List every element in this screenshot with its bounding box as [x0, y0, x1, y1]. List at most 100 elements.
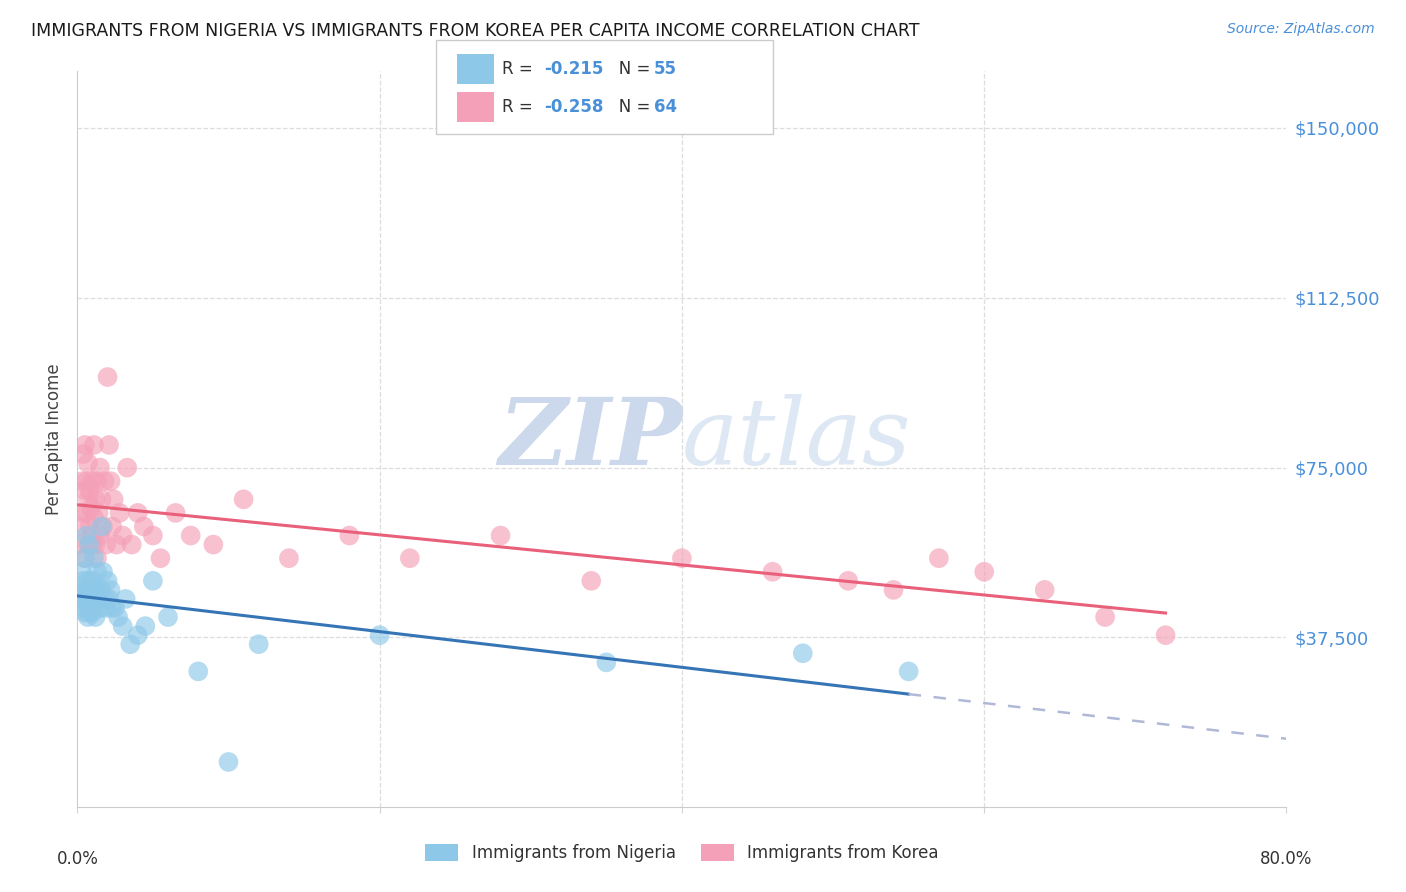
- Point: [84, 582, 107, 597]
- Point: [73, 438, 96, 452]
- Point: [218, 755, 240, 769]
- Point: [90, 492, 112, 507]
- Point: [142, 574, 165, 588]
- Point: [77, 574, 100, 588]
- Point: [89, 528, 111, 542]
- Point: [79, 606, 101, 620]
- Text: N =: N =: [603, 60, 655, 78]
- Point: [278, 551, 301, 566]
- Text: 55: 55: [654, 60, 676, 78]
- Point: [72, 506, 94, 520]
- Point: [157, 610, 180, 624]
- Point: [75, 582, 97, 597]
- Point: [1033, 582, 1056, 597]
- Point: [89, 460, 111, 475]
- Point: [75, 597, 97, 611]
- Point: [70, 538, 93, 552]
- Point: [98, 438, 121, 452]
- Point: [77, 591, 100, 606]
- Text: 0.0%: 0.0%: [56, 850, 98, 868]
- Point: [149, 551, 172, 566]
- Point: [86, 591, 108, 606]
- Point: [581, 574, 603, 588]
- Point: [96, 574, 118, 588]
- Text: 80.0%: 80.0%: [1260, 850, 1313, 868]
- Point: [180, 528, 202, 542]
- Text: -0.258: -0.258: [544, 98, 603, 116]
- Point: [84, 492, 107, 507]
- Point: [337, 528, 360, 542]
- Point: [127, 628, 149, 642]
- Point: [104, 601, 127, 615]
- Point: [93, 591, 115, 606]
- Text: atlas: atlas: [682, 394, 911, 484]
- Point: [100, 474, 122, 488]
- Point: [82, 474, 104, 488]
- Text: R =: R =: [502, 60, 538, 78]
- Point: [75, 474, 97, 488]
- Point: [368, 628, 391, 642]
- Point: [232, 492, 254, 507]
- Point: [90, 582, 112, 597]
- Point: [75, 506, 97, 520]
- Point: [202, 538, 225, 552]
- Point: [72, 601, 94, 615]
- Point: [77, 610, 100, 624]
- Point: [101, 519, 124, 533]
- Text: 64: 64: [654, 98, 676, 116]
- Point: [86, 474, 108, 488]
- Point: [94, 601, 117, 615]
- Point: [73, 587, 96, 601]
- Point: [94, 538, 117, 552]
- Point: [93, 474, 115, 488]
- Point: [82, 538, 104, 552]
- Point: [80, 591, 103, 606]
- Point: [77, 492, 100, 507]
- Text: R =: R =: [502, 98, 538, 116]
- Point: [70, 582, 93, 597]
- Point: [82, 587, 104, 601]
- Point: [792, 646, 814, 660]
- Point: [72, 447, 94, 461]
- Point: [399, 551, 422, 566]
- Point: [86, 565, 108, 579]
- Point: [79, 538, 101, 552]
- Point: [120, 637, 142, 651]
- Point: [70, 565, 93, 579]
- Point: [84, 610, 107, 624]
- Point: [79, 483, 101, 498]
- Point: [108, 506, 131, 520]
- Point: [82, 606, 104, 620]
- Point: [90, 519, 112, 533]
- Point: [83, 510, 105, 524]
- Point: [82, 574, 104, 588]
- Point: [111, 528, 134, 542]
- Point: [73, 551, 96, 566]
- Point: [100, 582, 122, 597]
- Point: [73, 606, 96, 620]
- Point: [77, 456, 100, 470]
- Point: [101, 601, 124, 615]
- Point: [75, 528, 97, 542]
- Point: [762, 565, 785, 579]
- Point: [114, 591, 136, 606]
- Point: [80, 501, 103, 516]
- Text: -0.215: -0.215: [544, 60, 603, 78]
- Point: [83, 597, 105, 611]
- Point: [897, 665, 920, 679]
- Point: [87, 506, 110, 520]
- Text: N =: N =: [603, 98, 655, 116]
- Point: [72, 574, 94, 588]
- Point: [111, 619, 134, 633]
- Point: [80, 528, 103, 542]
- Point: [86, 551, 108, 566]
- Point: [96, 370, 118, 384]
- Point: [837, 574, 859, 588]
- Point: [107, 610, 129, 624]
- Point: [127, 506, 149, 520]
- Point: [115, 460, 138, 475]
- Point: [489, 528, 512, 542]
- Point: [91, 519, 114, 533]
- Point: [247, 637, 270, 651]
- Point: [165, 506, 187, 520]
